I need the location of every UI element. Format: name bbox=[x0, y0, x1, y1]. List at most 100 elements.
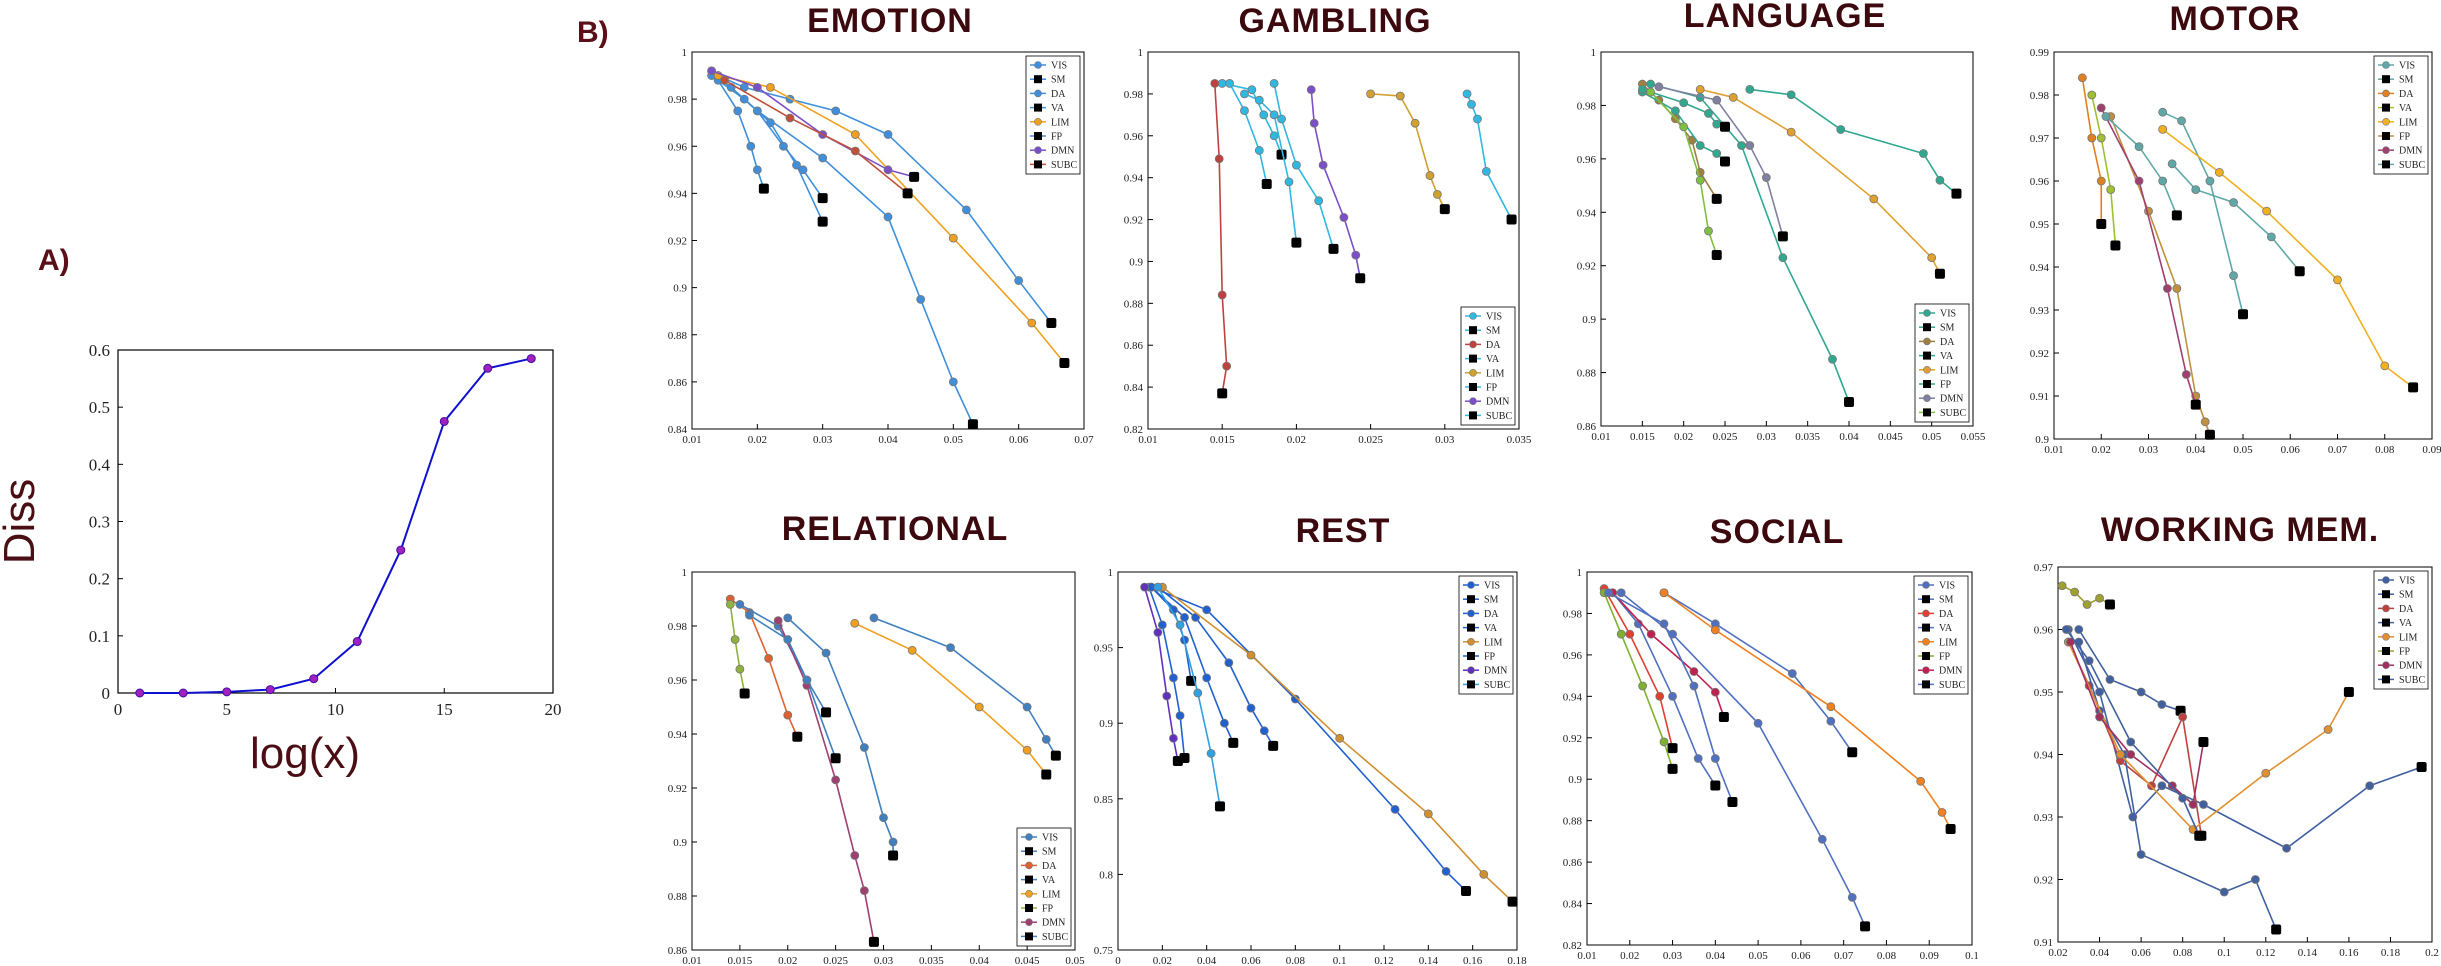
data-point bbox=[1778, 253, 1788, 263]
y-tick-label: 0.84 bbox=[1563, 899, 1583, 911]
data-point bbox=[1180, 612, 1189, 622]
legend-label: VIS bbox=[2399, 61, 2415, 72]
data-point bbox=[1441, 866, 1451, 876]
legend-swatch-marker bbox=[1467, 637, 1475, 646]
data-point bbox=[730, 635, 740, 644]
x-tick-label: 0.04 bbox=[878, 434, 898, 446]
data-point bbox=[1410, 118, 1420, 128]
data-point bbox=[745, 610, 754, 620]
series-dmn bbox=[1608, 588, 1729, 723]
legend-label: FP bbox=[1042, 904, 1054, 915]
legend-swatch-marker bbox=[1923, 337, 1931, 346]
data-point bbox=[483, 363, 493, 373]
legend-label: VIS bbox=[1051, 61, 1067, 72]
legend-label: DA bbox=[1484, 609, 1499, 620]
x-tick-label: 0.01 bbox=[2044, 444, 2063, 456]
endpoint-marker bbox=[2110, 240, 2121, 251]
x-tick-label: 0.1 bbox=[1333, 955, 1347, 966]
y-tick-label: 0.9 bbox=[1099, 718, 1113, 730]
data-point bbox=[2365, 781, 2375, 791]
legend-swatch-marker bbox=[1922, 652, 1930, 660]
legend-swatch-marker bbox=[1034, 118, 1042, 126]
data-point bbox=[1704, 109, 1713, 118]
legend-swatch-marker bbox=[1923, 408, 1931, 417]
legend-label: DMN bbox=[2399, 661, 2422, 672]
data-point bbox=[783, 613, 793, 623]
data-point bbox=[1290, 694, 1300, 704]
x-tick-label: 0.03 bbox=[2139, 444, 2159, 456]
series-fp bbox=[2057, 581, 2115, 610]
endpoint-marker bbox=[1945, 823, 1956, 834]
data-point bbox=[2077, 73, 2087, 83]
x-tick-label: 0.2 bbox=[2425, 947, 2439, 959]
data-point bbox=[1710, 754, 1720, 763]
data-point bbox=[2229, 271, 2238, 281]
series-subc bbox=[720, 75, 913, 199]
data-point bbox=[1638, 681, 1648, 691]
data-point bbox=[1269, 110, 1279, 120]
chart-motor: MOTOR 0.01 0.02 0.03 0.04 0.05 0.06 0.07 0.08 0.0… bbox=[2030, 0, 2441, 456]
x-tick-label: 0.05 bbox=[1748, 950, 1768, 962]
series-vis bbox=[869, 613, 1061, 761]
legend-label: FP bbox=[1484, 652, 1496, 663]
y-tick-label: 0.9 bbox=[673, 837, 687, 849]
data-point bbox=[2178, 712, 2188, 722]
endpoint-marker bbox=[1860, 921, 1871, 932]
data-point bbox=[222, 687, 232, 697]
series-va bbox=[1225, 79, 1272, 189]
y-tick-label: 0.8 bbox=[1099, 869, 1113, 881]
data-point bbox=[2191, 185, 2201, 195]
series-dmn bbox=[1140, 582, 1183, 766]
data-point bbox=[1473, 114, 1482, 124]
data-point bbox=[1153, 628, 1163, 637]
legend-label: VA bbox=[1939, 623, 1953, 634]
series-va bbox=[713, 75, 769, 194]
x-tick-label: 0.08 bbox=[2173, 947, 2193, 959]
data-point bbox=[2157, 781, 2167, 791]
data-point bbox=[1175, 620, 1185, 630]
legend-label: LIM bbox=[2399, 117, 2417, 128]
y-tick-label: 0.91 bbox=[2034, 937, 2053, 949]
data-point bbox=[2096, 133, 2106, 143]
data-point bbox=[1671, 106, 1680, 116]
endpoint-marker bbox=[2294, 266, 2305, 277]
x-tick-label: 0.18 bbox=[2381, 947, 2401, 959]
y-tick-label: 0.95 bbox=[1094, 643, 1114, 655]
legend-swatch-marker bbox=[1467, 595, 1475, 604]
series-sm bbox=[783, 613, 899, 861]
data-point bbox=[1022, 745, 1032, 755]
x-tick-label: 20 bbox=[545, 700, 562, 719]
data-point bbox=[783, 710, 793, 720]
endpoint-marker bbox=[868, 936, 879, 947]
data-point bbox=[1390, 804, 1400, 814]
series-fp bbox=[725, 600, 750, 699]
x-tick-label: 0.02 bbox=[778, 955, 797, 966]
series-dmn bbox=[1306, 85, 1366, 284]
data-point bbox=[1206, 749, 1216, 758]
data-point bbox=[2126, 737, 2136, 747]
data-point bbox=[1745, 85, 1755, 94]
y-tick-label: 0.98 bbox=[1124, 89, 1144, 101]
series-lim bbox=[1157, 582, 1518, 907]
data-point bbox=[2229, 198, 2238, 207]
data-point bbox=[785, 113, 795, 123]
series-dmn bbox=[1654, 82, 1788, 242]
data-point bbox=[1737, 141, 1746, 150]
series-line bbox=[1650, 83, 1850, 403]
legend-swatch-marker bbox=[1034, 146, 1042, 154]
x-tick-label: 0.03 bbox=[813, 434, 833, 446]
series-dmn bbox=[773, 616, 879, 947]
legend-label: DA bbox=[2399, 604, 2414, 615]
series-va bbox=[2087, 90, 2121, 251]
legend-label: DMN bbox=[1051, 146, 1074, 157]
y-tick-label: 0.96 bbox=[1577, 154, 1597, 166]
legend: VIS SM DA VA LIM FP DMN SUBC bbox=[1913, 575, 1969, 695]
data-point bbox=[1175, 711, 1185, 721]
data-point bbox=[2167, 159, 2177, 169]
y-tick-label: 0.99 bbox=[2030, 47, 2050, 59]
legend-label: VIS bbox=[1940, 309, 1956, 320]
y-tick-label: 0.92 bbox=[2030, 348, 2049, 360]
data-point bbox=[1836, 125, 1846, 134]
y-tick-label: 0.96 bbox=[2030, 176, 2050, 188]
legend-label: LIM bbox=[2399, 632, 2417, 643]
